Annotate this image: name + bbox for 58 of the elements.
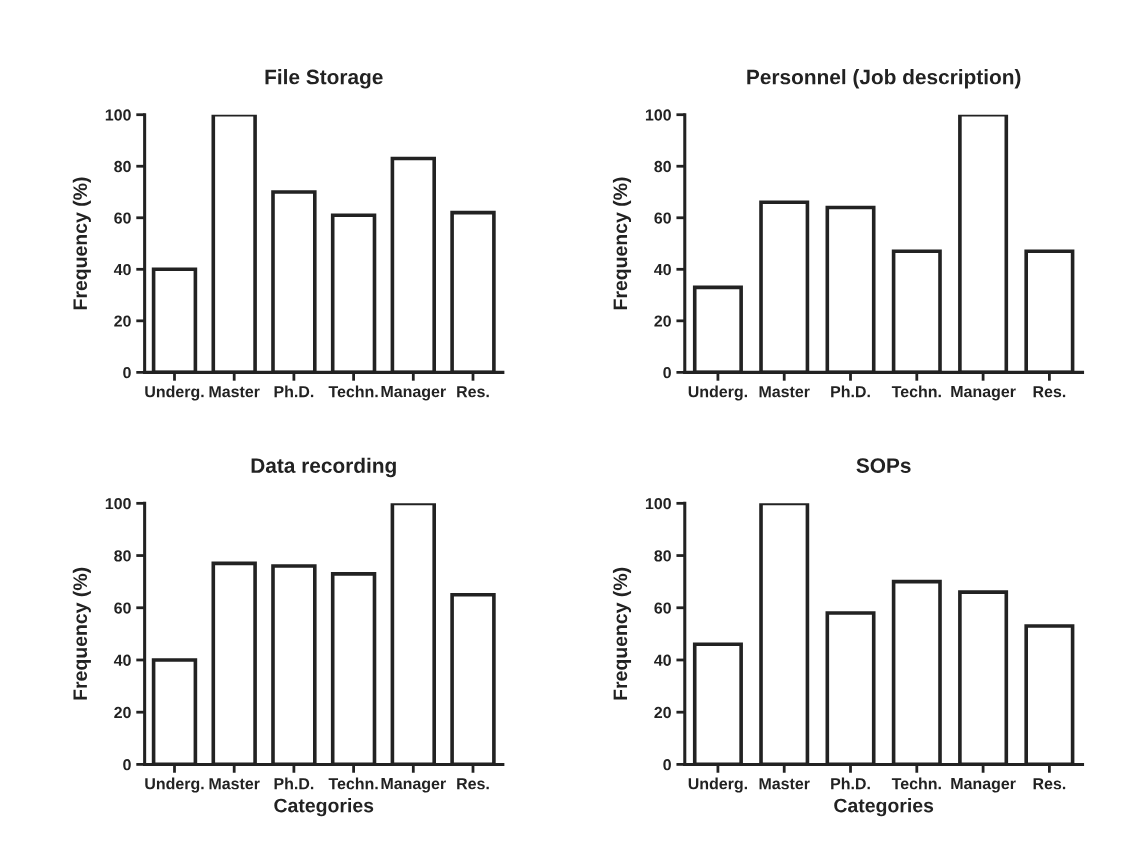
x-tick-label: Res. <box>1033 778 1066 790</box>
chart-title: File Storage <box>265 69 383 89</box>
y-tick-label: 0 <box>123 366 131 379</box>
x-tick-label: Master <box>209 778 260 790</box>
y-tick-label: 60 <box>114 212 131 224</box>
x-tick-label: Underg. <box>145 385 204 401</box>
x-tick-label: Res. <box>457 386 489 398</box>
x-tick-label: Res. <box>1033 386 1066 398</box>
y-axis-title: Frequency (%) <box>612 567 632 700</box>
y-tick-label: 100 <box>645 109 671 121</box>
y-tick-label: 60 <box>114 602 131 614</box>
y-tick-label: 40 <box>654 263 671 276</box>
x-tick-label: Ph.D. <box>274 385 314 398</box>
y-tick-label: 80 <box>654 160 671 173</box>
x-tick-label: Underg. <box>688 777 747 793</box>
x-tick-label: Ph.D. <box>831 385 870 398</box>
y-tick-label: 0 <box>663 366 671 379</box>
y-tick-label: 0 <box>663 759 671 771</box>
x-tick-label: Techn. <box>891 385 941 398</box>
y-tick-label: 80 <box>654 550 671 562</box>
y-axis-title: Frequency (%) <box>72 567 91 700</box>
x-tick-label: Underg. <box>145 777 204 793</box>
y-axis-title: Frequency (%) <box>72 177 91 310</box>
y-axis-title: Frequency (%) <box>612 177 632 310</box>
chart-title: Personnel (Job description) <box>747 69 1021 89</box>
x-tick-label: Underg. <box>688 385 747 401</box>
y-tick-label: 40 <box>654 654 671 666</box>
y-tick-label: 100 <box>105 497 131 510</box>
x-tick-label: Manager <box>381 778 446 793</box>
y-tick-label: 100 <box>645 497 671 510</box>
x-tick-label: Techn. <box>328 777 378 790</box>
x-axis-title: Categories <box>834 798 934 817</box>
x-tick-label: Techn. <box>891 777 941 790</box>
x-tick-label: Master <box>759 778 810 790</box>
y-tick-label: 60 <box>654 212 671 224</box>
x-tick-label: Manager <box>951 386 1016 401</box>
y-tick-label: 20 <box>114 706 131 719</box>
chart-title: SOPs <box>856 458 911 473</box>
y-tick-label: 20 <box>654 315 671 327</box>
y-tick-label: 80 <box>114 550 131 562</box>
y-tick-label: 0 <box>123 759 131 771</box>
y-tick-label: 100 <box>105 109 131 121</box>
x-tick-label: Ph.D. <box>274 777 314 790</box>
x-tick-label: Manager <box>381 386 446 401</box>
x-tick-label: Master <box>759 386 810 398</box>
y-tick-label: 80 <box>114 160 131 173</box>
x-tick-label: Master <box>209 386 260 398</box>
x-tick-label: Ph.D. <box>831 777 870 790</box>
y-tick-label: 20 <box>654 706 671 719</box>
x-tick-label: Res. <box>457 778 489 790</box>
y-tick-label: 40 <box>113 654 131 666</box>
x-axis-title: Categories <box>274 798 374 817</box>
y-tick-label: 60 <box>654 602 671 614</box>
x-tick-label: Manager <box>951 778 1016 793</box>
x-tick-label: Techn. <box>328 385 378 398</box>
y-tick-label: 20 <box>114 315 131 327</box>
y-tick-label: 40 <box>113 263 131 276</box>
chart-title: Data recording <box>251 457 396 478</box>
